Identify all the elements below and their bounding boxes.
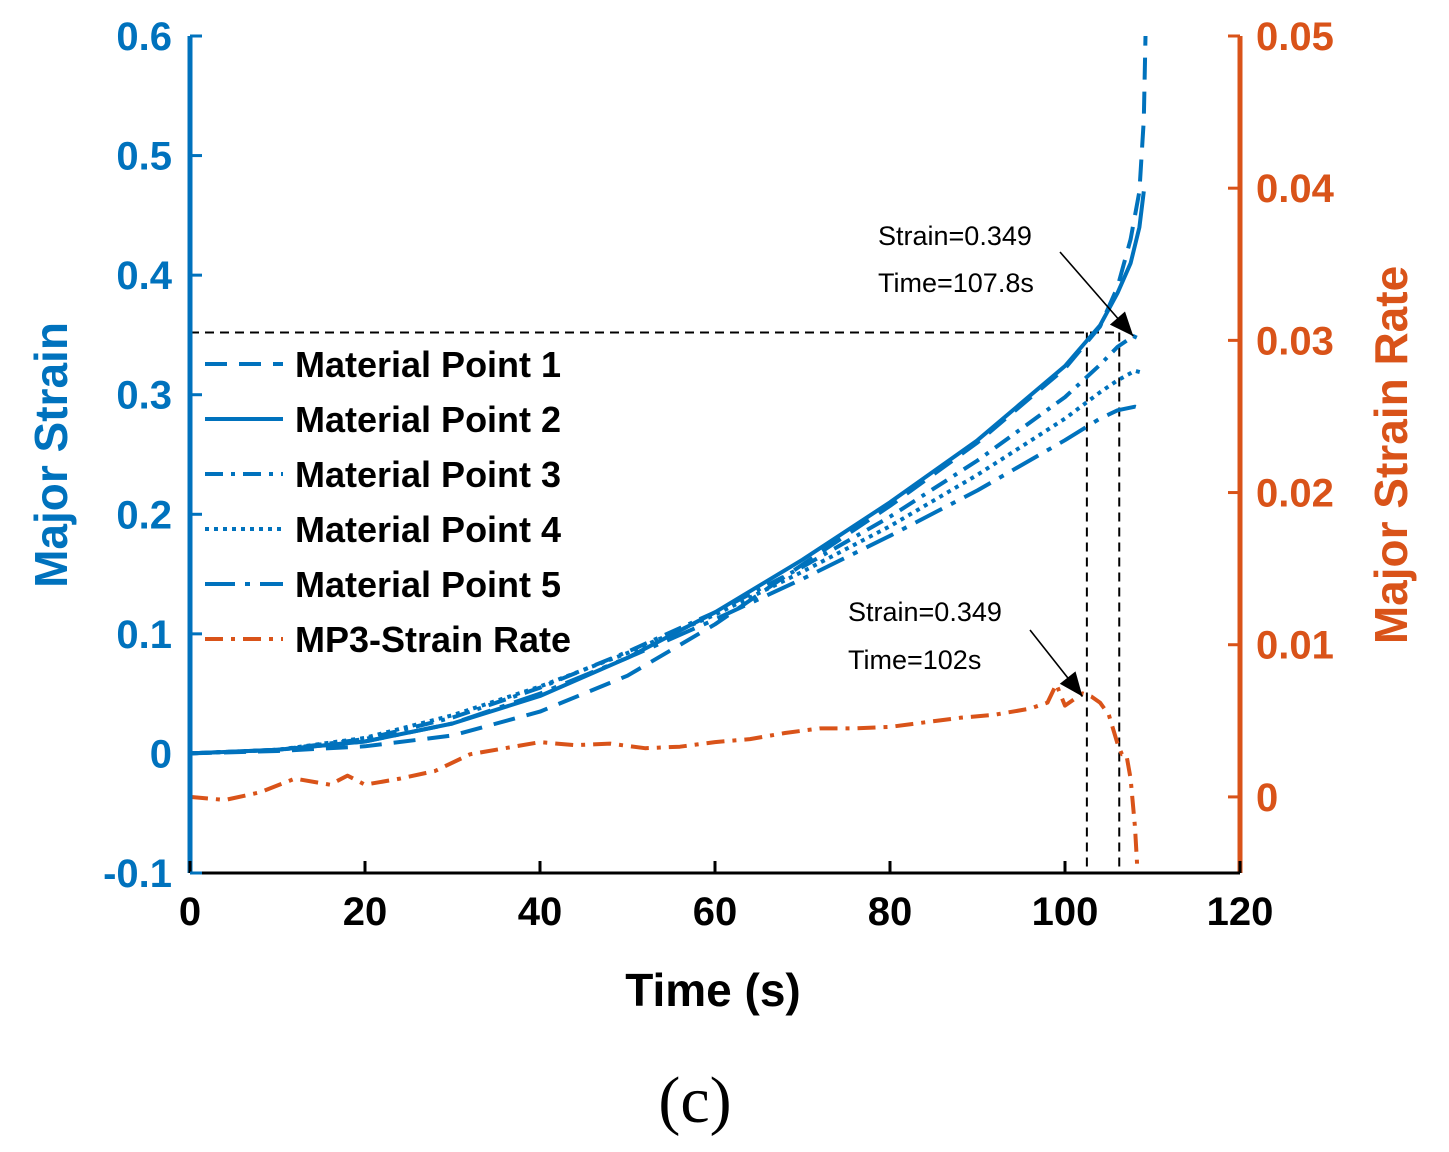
legend-label-5: Material Point 5	[295, 564, 561, 605]
y-right-tick-label: 0.03	[1256, 319, 1334, 363]
annotation-2-arrowhead	[1059, 671, 1083, 697]
y-left-tick-label: 0.4	[116, 254, 172, 298]
x-tick-label: 20	[343, 890, 388, 934]
x-tick-label: 0	[179, 890, 201, 934]
annotation-2-line2: Time=102s	[848, 645, 981, 675]
y-left-tick-label: 0.3	[116, 374, 172, 418]
annotation-1-line2: Time=107.8s	[878, 268, 1034, 298]
y-right-tick-label: 0.05	[1256, 15, 1334, 59]
legend-label-3: Material Point 3	[295, 454, 561, 495]
y-left-tick-label: 0.6	[116, 15, 172, 59]
y-left-tick-label: -0.1	[103, 852, 172, 896]
legend: Material Point 1 Material Point 2 Material…	[205, 344, 571, 660]
y-right-tick-label: 0.01	[1256, 624, 1334, 668]
x-tick-label: 100	[1032, 890, 1099, 934]
x-tick-label: 60	[693, 890, 738, 934]
annotations: Strain=0.349 Time=107.8s Strain=0.349 Time=…	[848, 221, 1134, 697]
legend-label-2: Material Point 2	[295, 399, 561, 440]
y-right-axis-label: Major Strain Rate	[1365, 266, 1417, 644]
legend-label-4: Material Point 4	[295, 509, 561, 550]
annotation-1-arrowhead	[1109, 311, 1134, 337]
legend-label-6: MP3-Strain Rate	[295, 619, 571, 660]
y-left-tick-label: 0.5	[116, 135, 172, 179]
x-tick-label: 40	[518, 890, 563, 934]
y-right-tick-label: 0	[1256, 776, 1278, 820]
ticks-group: 0 20 40 60 80 100 120-0.100.10.20.30.40.50.600…	[103, 15, 1335, 934]
y-left-tick-label: 0.2	[116, 493, 172, 537]
ref-lines	[190, 331, 1121, 873]
series-group	[189, 35, 1148, 874]
y-right-tick-label: 0.04	[1256, 167, 1335, 211]
x-tick-label: 120	[1207, 890, 1274, 934]
x-tick-label: 80	[868, 890, 913, 934]
annotation-1-line1: Strain=0.349	[878, 221, 1032, 251]
series-line-5	[189, 404, 1145, 756]
annotation-2-line1: Strain=0.349	[848, 597, 1002, 627]
y-right-tick-label: 0.02	[1256, 472, 1334, 516]
legend-label-1: Material Point 1	[295, 344, 561, 385]
series-line-3	[189, 334, 1145, 756]
series-line-1	[189, 35, 1148, 756]
x-axis-label: Time (s)	[625, 964, 801, 1016]
y-left-axis-label: Major Strain	[25, 322, 77, 588]
series-line-6	[189, 682, 1140, 874]
y-left-tick-label: 0.1	[116, 613, 172, 657]
y-left-tick-label: 0	[150, 732, 172, 776]
figure-caption: (c)	[658, 1064, 731, 1137]
